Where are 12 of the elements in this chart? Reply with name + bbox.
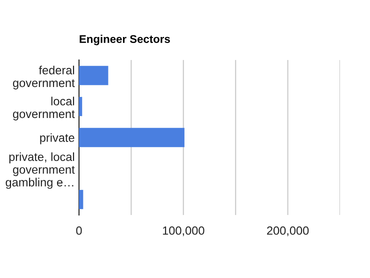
y-tick-label: private, local government gambling e…	[6, 152, 75, 189]
y-tick-label: federal government	[12, 66, 75, 90]
y-tick-label: private	[40, 133, 74, 144]
bar	[79, 66, 108, 86]
x-tick-label: 0	[76, 226, 82, 235]
x-tick-label: 200,000	[267, 226, 309, 236]
y-tick-label: local government	[12, 96, 75, 120]
bar	[79, 190, 84, 210]
bar	[79, 96, 82, 116]
bar	[79, 128, 184, 148]
x-tick-label: 100,000	[162, 226, 204, 236]
chart-title: Engineer Sectors	[80, 34, 170, 46]
